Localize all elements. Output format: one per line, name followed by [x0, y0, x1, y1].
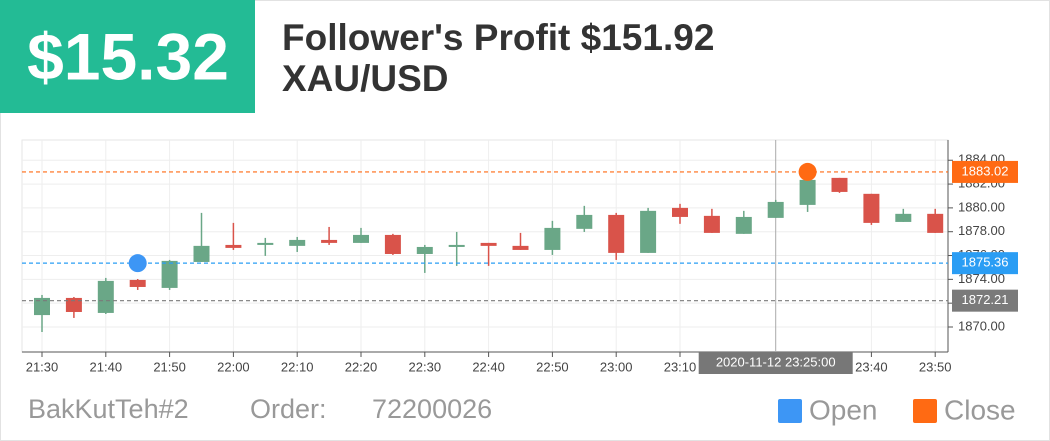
x-tick-label: 23:10: [664, 359, 697, 374]
price-label-box: [952, 160, 1018, 183]
y-tick-label: 1870.00: [958, 318, 1005, 333]
x-tick-label: 23:50: [919, 359, 952, 374]
candle-body: [703, 215, 720, 233]
legend-label: Open: [809, 394, 878, 425]
candle-body: [544, 227, 561, 250]
candle-body: [576, 214, 593, 229]
candle-body: [448, 244, 465, 247]
candle-body: [863, 193, 880, 223]
candle-body: [289, 239, 306, 246]
x-tick-label: 22:50: [536, 359, 569, 374]
order-number: 72200026: [372, 394, 492, 424]
candle-body: [512, 245, 529, 250]
x-tick-label: 23:00: [600, 359, 633, 374]
x-tick-label: 21:50: [153, 359, 186, 374]
legend-swatch: [778, 399, 802, 423]
candle-body: [161, 260, 178, 288]
legend-label: Close: [944, 394, 1016, 425]
legend-swatch: [913, 399, 937, 423]
candle-body: [353, 234, 369, 243]
y-tick-label: 1874.00: [958, 271, 1005, 286]
candle-body: [608, 214, 625, 253]
price-label-box: [952, 289, 1018, 312]
x-tick-label: 21:40: [90, 359, 123, 374]
price-label: 1872.21: [962, 292, 1009, 307]
candle-body: [831, 177, 848, 192]
candle-body: [225, 244, 242, 248]
price-label: 1875.36: [962, 255, 1009, 270]
candle-body: [384, 234, 401, 254]
candle-body: [97, 280, 114, 313]
x-tick-label: 22:30: [409, 359, 442, 374]
y-tick-label: 1880.00: [958, 199, 1005, 214]
trade-marker: [128, 254, 147, 273]
x-tick-label: 22:00: [217, 359, 250, 374]
candle-body: [129, 279, 146, 287]
candle-body: [672, 207, 688, 217]
candle-body: [767, 201, 784, 218]
symbol: XAU/USD: [282, 58, 449, 99]
candle-body: [193, 245, 210, 262]
price-label: 1883.02: [962, 163, 1009, 178]
order-label: Order:: [250, 394, 327, 424]
profit-box: [0, 0, 255, 113]
account: BakKutTeh#2: [28, 394, 189, 424]
price-label-box: [952, 252, 1018, 275]
title: Follower's Profit $151.92: [282, 17, 714, 58]
profit: $15.32: [27, 19, 229, 93]
candle-body: [640, 210, 657, 253]
x-tick-label: 22:10: [281, 359, 314, 374]
candle-body: [927, 213, 944, 233]
x-tick-label: 21:30: [26, 359, 59, 374]
x-tick-label: 22:20: [345, 359, 378, 374]
crosshair-label: 2020-11-12 23:25:00: [716, 354, 836, 369]
candle-body: [34, 297, 50, 316]
y-tick-label: 1878.00: [958, 223, 1005, 238]
candle-body: [257, 242, 274, 245]
candle-body: [321, 239, 338, 243]
candle-body: [480, 242, 497, 246]
x-tick-label: 23:40: [855, 359, 888, 374]
candle-body: [799, 179, 816, 205]
trade-marker: [798, 162, 817, 181]
crosshair-label-box: [698, 352, 853, 374]
candle-body: [416, 246, 433, 254]
candle-body: [735, 216, 752, 234]
x-tick-label: 22:40: [472, 359, 505, 374]
candle-body: [65, 297, 82, 312]
candle-body: [895, 213, 912, 222]
plot-area: [21, 139, 949, 353]
